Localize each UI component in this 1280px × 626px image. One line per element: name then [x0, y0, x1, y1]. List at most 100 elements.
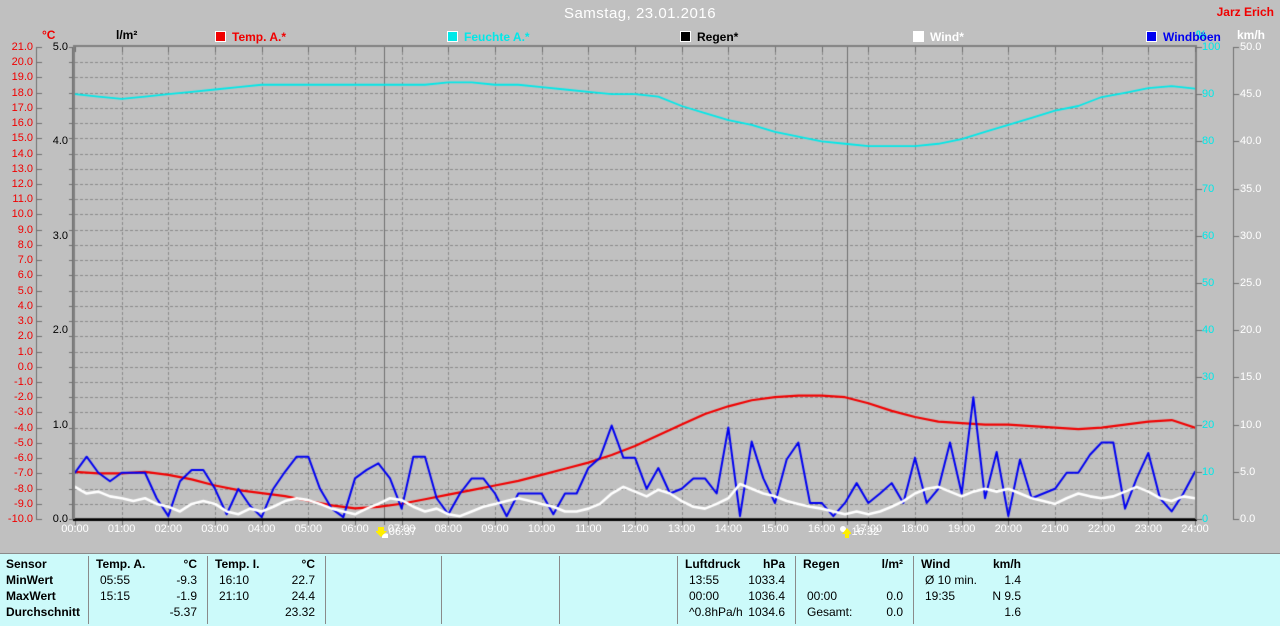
table-cell-value: 0.0: [886, 589, 903, 603]
table-cell-value: 1034.6: [748, 605, 785, 619]
legend-item-windben: Windböen: [1146, 30, 1221, 44]
table-column-divider: [325, 556, 326, 624]
table-cell-value: 1036.4: [748, 589, 785, 603]
humidity-axis-label: 0: [1202, 513, 1209, 525]
wind-axis-label: 50.0: [1240, 41, 1262, 53]
legend-item-label: Regen*: [697, 30, 739, 44]
legend-item-label: Temp. A.*: [232, 30, 287, 44]
legend-item-label: Windböen: [1163, 30, 1221, 44]
temp-axis-label: -5.0: [14, 436, 33, 449]
temp-axis-label: 11.0: [12, 193, 33, 206]
rain-axis-label: 4.0: [52, 135, 68, 148]
rain-axis-label: 3.0: [52, 229, 68, 242]
x-axis-label: 17:00: [854, 523, 883, 535]
table-column-divider: [441, 556, 442, 624]
temp-axis-label: -1.0: [14, 375, 33, 388]
wind-axis-label: 10.0: [1240, 418, 1262, 431]
table-cell-time: 05:55: [100, 573, 131, 587]
temp-axis-label: 16.0: [11, 117, 33, 130]
table-row-header: Sensor: [6, 557, 47, 571]
x-axis-label: 00:00: [61, 523, 89, 535]
legend-item-tempa: Temp. A.*: [215, 30, 287, 44]
table-cell-value: -5.37: [169, 605, 197, 619]
table-column-unit: °C: [183, 557, 197, 571]
sunrise-time: 06:37: [388, 526, 417, 538]
humidity-unit-label: %: [1196, 28, 1207, 42]
humidity-axis-label: 50: [1202, 277, 1215, 289]
temp-axis-label: 18.0: [11, 86, 33, 99]
temp-axis-label: -8.0: [14, 482, 33, 495]
wind-axis-label: 45.0: [1240, 88, 1262, 101]
table-cell-value: 1.4: [1004, 573, 1021, 587]
rain-axis-label: 2.0: [52, 324, 68, 337]
table-cell-time: 00:00: [807, 589, 838, 603]
wind-axis-label: 20.0: [1240, 324, 1262, 337]
x-axis-label: 07:00: [387, 523, 416, 535]
temp-axis-label: -2.0: [14, 391, 33, 404]
table-column-divider: [795, 556, 796, 624]
x-axis-label: 21:00: [1041, 523, 1069, 535]
x-axis-label: 03:00: [201, 523, 229, 535]
temp-axis-label: -6.0: [14, 452, 33, 465]
legend-swatch-icon: [1146, 31, 1157, 42]
x-axis-label: 13:00: [667, 523, 696, 535]
rain-axis-label: 1.0: [52, 418, 68, 431]
temp-axis-label: 12.0: [11, 178, 33, 191]
temp-axis-label: 4.0: [17, 299, 33, 312]
temp-axis-label: 15.0: [11, 132, 33, 145]
x-axis-label: 06:00: [341, 523, 369, 535]
temp-axis-label: 0.0: [17, 360, 33, 373]
table-cell-value: 23.32: [284, 605, 315, 619]
legend-item-label: Feuchte A.*: [464, 30, 530, 44]
table-column-name: Temp. A.: [96, 557, 146, 571]
x-axis-label: 01:00: [107, 523, 136, 535]
table-cell-value: 24.4: [291, 589, 315, 603]
table-column-divider: [559, 556, 560, 624]
x-axis-label: 10:00: [527, 523, 556, 535]
temp-axis-label: 3.0: [17, 315, 33, 328]
sunrise-marker: 06:37: [374, 526, 417, 540]
temp-axis-label: 6.0: [17, 269, 33, 282]
sunset-marker: 16:32: [839, 526, 879, 540]
table-column-unit: hPa: [762, 557, 785, 571]
table-column-divider: [677, 556, 678, 624]
x-axis-label: 18:00: [901, 523, 929, 535]
temp-axis-label: 19.0: [11, 71, 33, 84]
temp-axis-label: -7.0: [14, 467, 33, 480]
x-axis-label: 20:00: [994, 523, 1023, 535]
wind-axis-label: 40.0: [1240, 135, 1262, 148]
table-column-divider: [913, 556, 914, 624]
table-column-name: Regen: [803, 557, 840, 571]
x-axis-label: 04:00: [247, 523, 276, 535]
temp-axis-label: -4.0: [14, 421, 33, 434]
table-row-header: Durchschnitt: [6, 605, 81, 619]
humidity-axis-label: 30: [1202, 371, 1215, 384]
humidity-axis-label: 90: [1202, 88, 1215, 101]
temp-axis-label: 5.0: [17, 284, 33, 297]
x-axis-label: 16:00: [807, 523, 836, 535]
wind-axis-label: 25.0: [1240, 277, 1262, 289]
table-cell-time: ^0.8hPa/h: [689, 605, 743, 619]
table-cell-value: 1033.4: [748, 573, 785, 587]
x-axis-label: 14:00: [714, 523, 743, 535]
table-cell-time: 21:10: [219, 589, 250, 603]
table-cell-time: 13:55: [689, 573, 720, 587]
temp-axis-label: 14.0: [11, 147, 33, 160]
legend-item-label: Wind*: [930, 30, 964, 44]
x-axis-label: 24:00: [1181, 523, 1209, 535]
rain-axis-label: 5.0: [52, 41, 68, 53]
x-axis-label: 22:00: [1087, 523, 1116, 535]
table-column-name: Luftdruck: [685, 557, 741, 571]
table-cell-time: 16:10: [219, 573, 250, 587]
humidity-axis-label: 100: [1202, 41, 1221, 53]
wind-axis-label: 5.0: [1240, 465, 1256, 478]
x-axis-label: 08:00: [434, 523, 463, 535]
wind-axis-label: 15.0: [1240, 371, 1262, 384]
temp-axis-label: 10.0: [11, 208, 33, 221]
x-axis-label: 15:00: [761, 523, 789, 535]
x-axis-label: 11:00: [574, 523, 602, 535]
x-axis-label: 02:00: [154, 523, 183, 535]
temp-axis-label: -3.0: [14, 406, 33, 419]
temp-axis-label: -10.0: [7, 513, 33, 525]
